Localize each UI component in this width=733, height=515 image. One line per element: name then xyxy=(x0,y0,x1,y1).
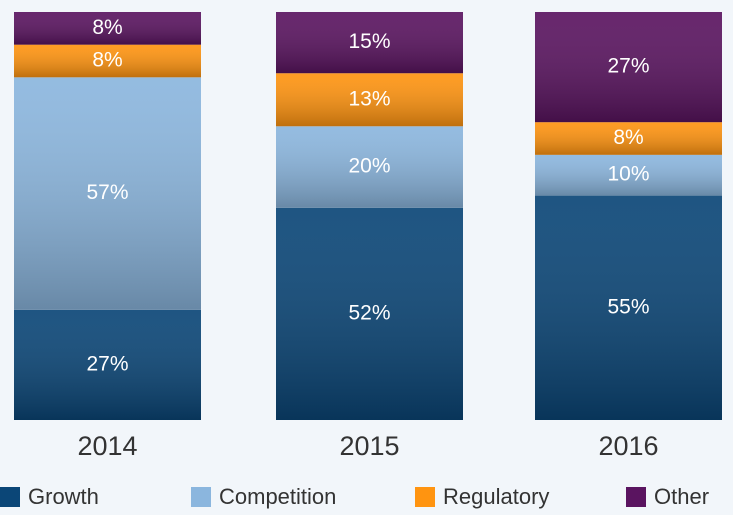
value-label: 8% xyxy=(92,49,122,72)
value-label: 13% xyxy=(348,87,390,110)
bar-shade xyxy=(14,12,201,45)
bar-shade xyxy=(14,309,201,420)
bar-shade xyxy=(535,12,722,123)
value-label: 52% xyxy=(348,301,390,324)
legend-swatch xyxy=(191,487,211,507)
value-label: 15% xyxy=(348,30,390,53)
value-label: 55% xyxy=(607,295,649,318)
legend-label: Regulatory xyxy=(443,484,549,509)
value-label: 8% xyxy=(613,126,643,149)
bar-shade xyxy=(276,126,463,208)
bar-shade xyxy=(276,207,463,420)
value-label: 27% xyxy=(607,55,649,78)
legend-label: Competition xyxy=(219,484,336,509)
legend-label: Growth xyxy=(28,484,99,509)
bar-shade xyxy=(276,73,463,127)
value-label: 20% xyxy=(348,155,390,178)
legend-swatch xyxy=(626,487,646,507)
value-label: 8% xyxy=(92,16,122,39)
bar-shade xyxy=(14,44,201,78)
x-tick-label: 2014 xyxy=(77,431,137,461)
bar-shade xyxy=(535,195,722,420)
value-label: 57% xyxy=(86,181,128,204)
bar-shade xyxy=(535,122,722,155)
bar-shade xyxy=(276,12,463,74)
legend-swatch xyxy=(415,487,435,507)
legend-swatch xyxy=(0,487,20,507)
value-label: 27% xyxy=(86,352,128,375)
legend-label: Other xyxy=(654,484,709,509)
bar-shade xyxy=(535,154,722,196)
bar-shade xyxy=(14,77,201,310)
x-tick-label: 2016 xyxy=(598,431,658,461)
value-label: 10% xyxy=(607,163,649,186)
x-tick-label: 2015 xyxy=(339,431,399,461)
